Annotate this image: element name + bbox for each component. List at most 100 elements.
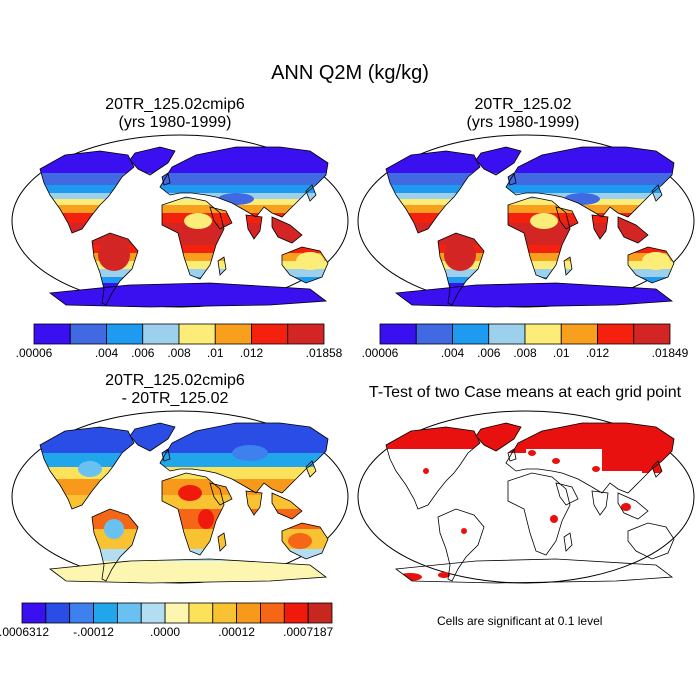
coastline-antarctica [394,282,674,308]
field-patch [296,252,324,270]
latitude-band [40,173,328,185]
coastline-antarctica [394,558,674,584]
colorbar-swatch [21,602,47,624]
colorbar-swatch [45,602,71,624]
latitude-band [386,245,674,253]
colorbar-swatch [214,323,252,345]
colorbar-tick-label: .006 [131,346,155,360]
panel-1-title: 20TR_125.02cmip6 (yrs 1980-1999) [10,96,340,132]
panel-4-title-line1: T-Test of two Case means at each grid po… [368,384,682,401]
coastline-australia [281,522,329,560]
coastline-japan [651,184,663,202]
colorbar-swatch [260,602,285,624]
latitude-band [40,283,328,307]
colorbar-tick-label: .004 [95,346,119,360]
significant-cell [461,528,467,534]
significant-cell [621,503,631,511]
panel-3-title-line2: - 20TR_125.02 [121,390,229,407]
coastline-uk [507,172,517,186]
coastline-india [245,214,263,240]
field-patch [98,239,130,271]
coastline-india [245,490,263,516]
coastline-samerica [437,232,485,306]
colorbar-tick-label: .008 [167,346,191,360]
colorbar-swatch [106,323,144,345]
panel-3-title-line1: 20TR_125.02cmip6 [105,372,245,389]
coastline-uk [161,172,171,186]
significant-cell [528,450,536,456]
latitude-band [40,245,328,253]
colorbar-swatch [33,323,71,345]
coastline-greenland [129,146,176,176]
coastline-madagascar [217,532,227,552]
latitude-band [40,205,328,213]
coastline-samerica [91,232,139,306]
colorbar-swatch [178,323,216,345]
colorbar-tick-label: .01 [207,346,224,360]
colorbar-swatch [69,602,94,624]
colorbar-swatch [116,602,142,624]
coastline-eurasia [505,146,675,218]
field-patch [178,485,202,501]
colorbar-swatch [140,602,166,624]
significant-cell [438,572,450,578]
coastline-eurasia [505,422,675,494]
latitude-band [40,453,328,467]
panel-1-title-line2: (yrs 1980-1999) [118,114,232,131]
colorbar-tick-label: .01849 [652,346,689,360]
coastline-uk [161,448,171,462]
latitude-band [386,173,674,185]
coastline-antarctica [48,282,328,308]
coastline-india [591,214,609,240]
coastlines [385,146,675,308]
colorbar-swatch [142,323,180,345]
figure-title: ANN Q2M (kg/kg) [271,62,429,84]
coastline-seasia [617,492,649,520]
coastline-samerica [437,508,485,582]
colorbar-tick-label: .008 [513,346,537,360]
colorbar-tick-label: .01858 [306,346,343,360]
coastline-arabia [555,206,579,230]
colorbar-swatch [488,323,526,345]
colorbar-swatch [597,323,635,345]
colorbar-swatch [236,602,261,624]
colorbar-swatch [415,323,453,345]
coastline-greenland [129,422,176,452]
coastline-africa [161,472,225,556]
coastline-arabia [555,482,579,506]
coastlines [39,146,329,308]
colorbar-swatch [188,602,214,624]
colorbar-panel-1: .00006 .004 .006 .008 .01 .012 .01858 [16,323,343,360]
field-patch [444,239,476,271]
field-patch [530,213,558,229]
field-patch [184,213,212,229]
significance-note: Cells are significant at 0.1 level [437,614,603,628]
colorbar-tick-label: .012 [240,346,264,360]
colorbar-swatch [93,602,118,624]
colorbar-tick-label: -.0006312 [0,625,49,639]
panel-4-title: T-Test of two Case means at each grid po… [355,384,695,402]
field-patch [232,445,268,461]
colorbar-tick-label: .00006 [16,346,53,360]
coastline-japan [305,460,317,478]
latitude-band [386,199,674,205]
significant-cell [423,468,429,474]
coastline-antarctica [48,558,328,584]
significant-cell [592,466,600,472]
significant-cell [550,515,558,523]
colorbar-swatch [212,602,238,624]
significant-cell [552,458,560,464]
latitude-band [386,213,674,223]
coastline-seasia [271,492,303,520]
panel-3-title: 20TR_125.02cmip6 - 20TR_125.02 [10,372,340,408]
coastline-japan [305,184,317,202]
coastline-samerica [91,508,139,582]
colorbar-panel-3: -.0006312 -.00012 .0000 .00012 .0007187 [0,602,333,639]
colorbar-tick-label: .01 [553,346,570,360]
colorbar-tick-label: .004 [441,346,465,360]
latitude-band [386,205,674,213]
coastline-seasia [617,216,649,244]
field-patch [78,461,102,477]
latitude-band [386,283,674,307]
coastline-arabia [209,482,233,506]
